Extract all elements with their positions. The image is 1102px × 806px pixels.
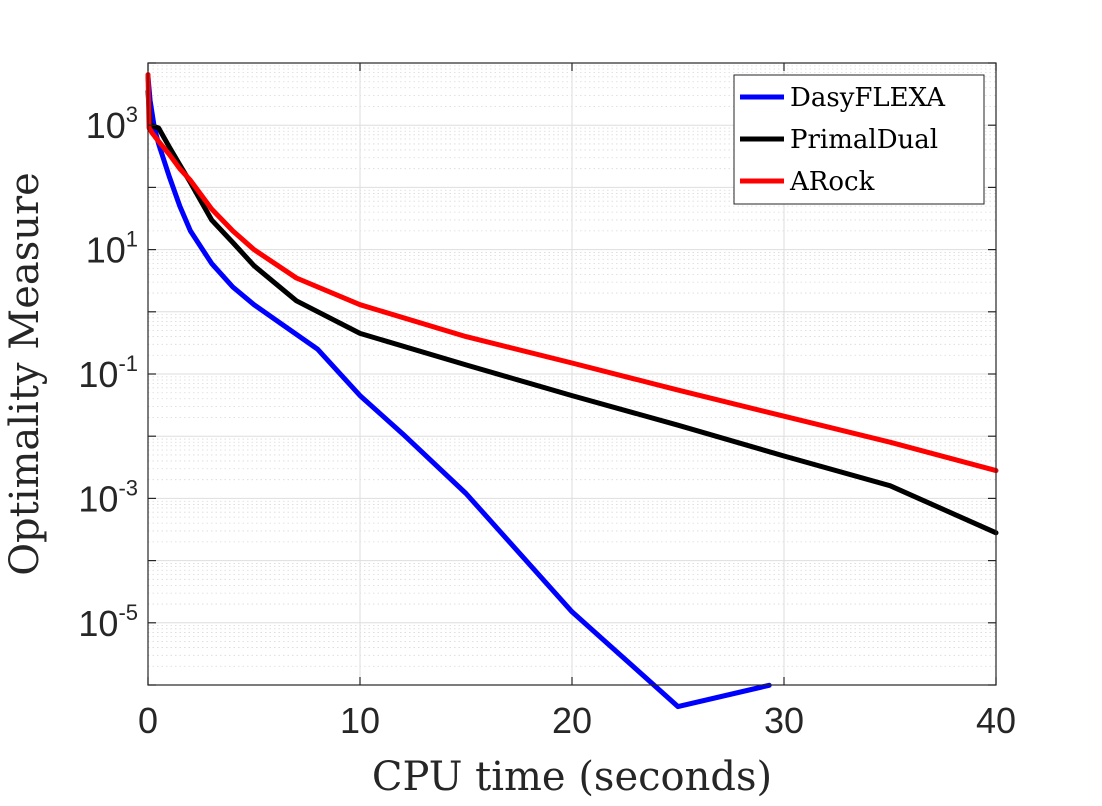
y-tick-base: 10 (78, 354, 118, 395)
y-tick-base: 10 (86, 105, 126, 146)
y-tick-base: 10 (78, 603, 118, 644)
x-axis-title: CPU time (seconds) (372, 754, 772, 800)
legend: DasyFLEXA PrimalDual ARock (733, 74, 985, 205)
grid (148, 63, 996, 685)
x-tick-label: 30 (764, 700, 804, 741)
y-tick-label: 10-5 (78, 600, 138, 644)
y-tick-exponent: 1 (126, 227, 138, 252)
x-tick-label: 20 (552, 700, 592, 741)
y-tick-base: 10 (78, 478, 118, 519)
y-tick-exponent: -3 (118, 475, 138, 500)
legend-label-arock: ARock (789, 167, 875, 197)
y-axis-title: Optimality Measure (2, 172, 48, 576)
axis-ticks (147, 62, 997, 686)
y-tick-label: 10-1 (78, 351, 138, 395)
y-tick-exponent: -1 (118, 351, 138, 376)
x-tick-label: 0 (138, 700, 158, 741)
y-tick-label: 10-3 (78, 475, 138, 519)
x-tick-labels: 0 10 20 30 40 (138, 700, 1016, 741)
x-tick-label: 40 (976, 700, 1016, 741)
series-line-arock (145, 72, 999, 474)
y-tick-exponent: 3 (126, 102, 138, 127)
x-tick-label: 10 (340, 700, 380, 741)
y-tick-exponent: -5 (118, 600, 138, 625)
series-line-primaldual (145, 88, 999, 536)
legend-label-dasyflexa: DasyFLEXA (790, 83, 946, 113)
legend-label-primaldual: PrimalDual (790, 125, 938, 155)
y-tick-base: 10 (86, 230, 126, 271)
y-tick-label: 103 (86, 102, 138, 146)
y-tick-label: 101 (86, 227, 138, 271)
series-layer (145, 72, 999, 710)
